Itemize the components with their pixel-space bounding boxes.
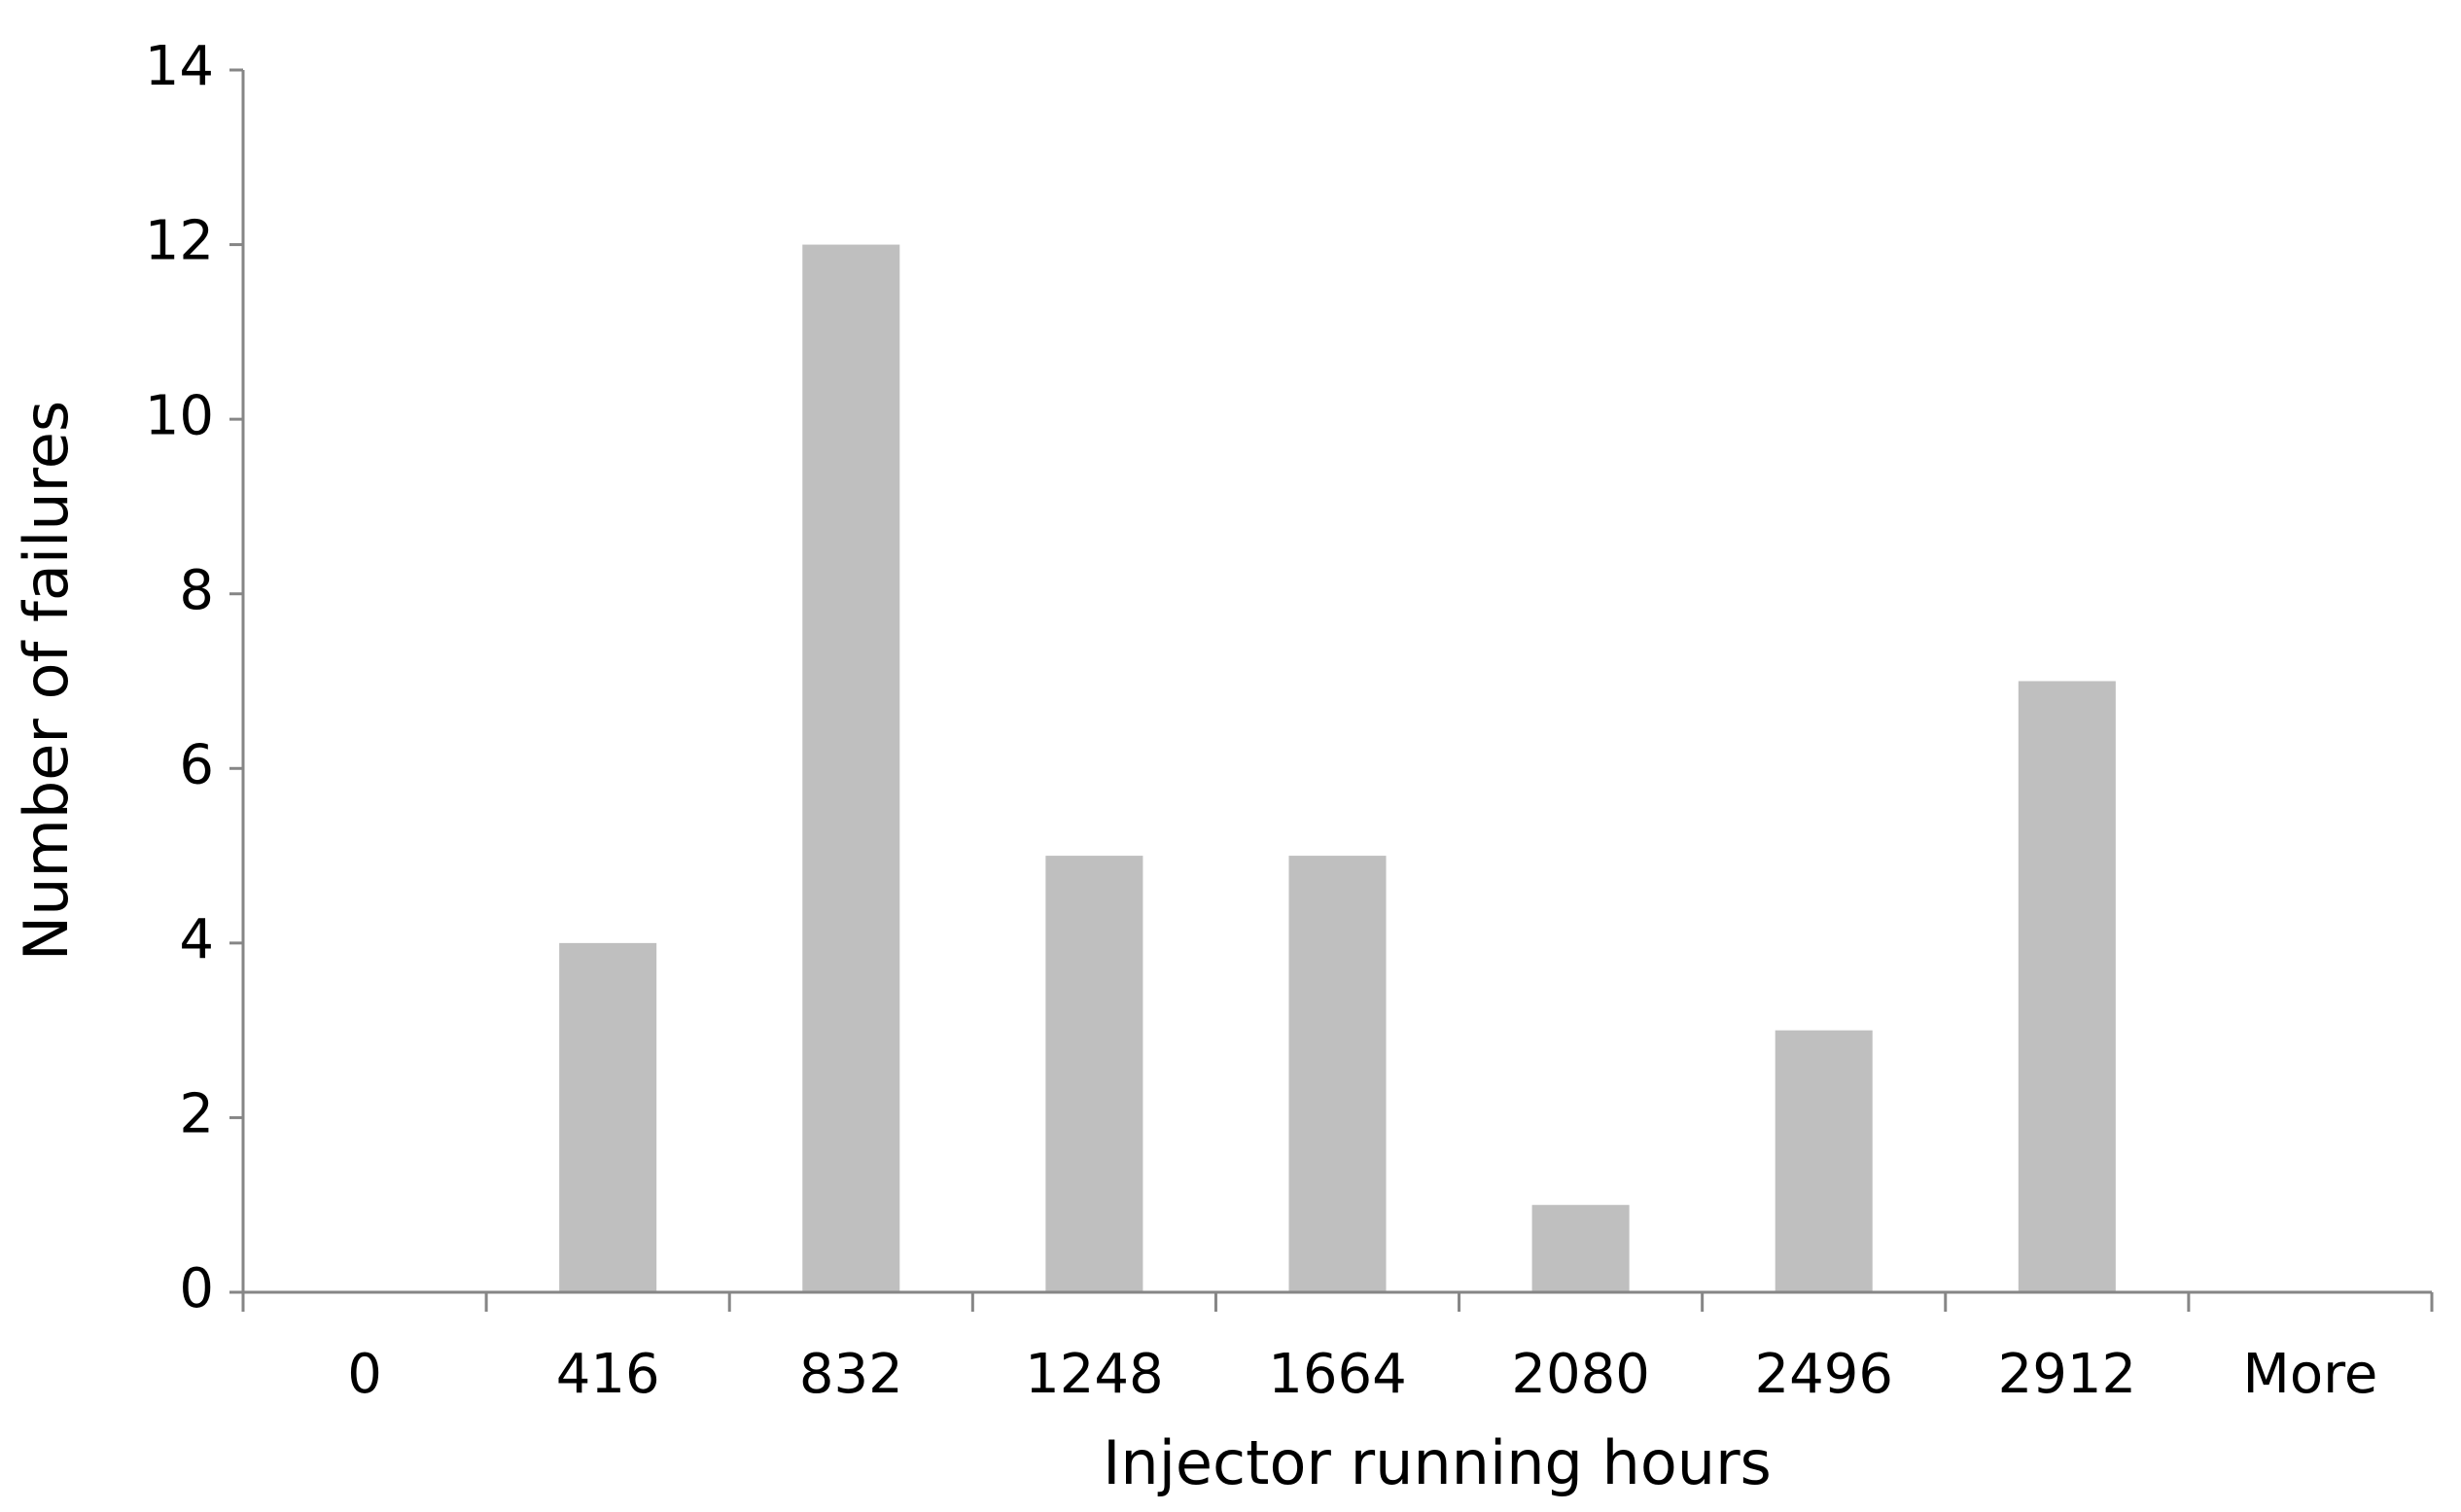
y-axis-title: Number of failures [11,401,82,961]
bar [1531,1205,1630,1292]
x-tick-label: 2080 [1511,1343,1650,1406]
x-tick-label: 1664 [1268,1343,1407,1406]
x-tick-label: More [2243,1343,2378,1406]
x-tick-label: 416 [556,1343,660,1406]
bar [802,244,900,1293]
y-tick-label: 4 [179,908,214,971]
x-tick-label: 832 [799,1343,903,1406]
bar [1288,856,1387,1292]
y-tick-label: 8 [179,559,214,622]
x-tick-label: 0 [347,1343,382,1406]
y-tick-label: 10 [145,384,214,447]
bar [2018,681,2116,1292]
y-tick-label: 2 [179,1083,214,1146]
y-tick-label: 6 [179,733,214,796]
y-tick-label: 14 [145,35,214,98]
bar [1045,856,1143,1292]
y-tick-label: 12 [145,210,214,273]
x-tick-label: 2496 [1754,1343,1893,1406]
x-tick-label: 1248 [1025,1343,1164,1406]
x-tick-label: 2912 [1998,1343,2137,1406]
bar [559,942,657,1292]
bar [1775,1030,1873,1292]
x-axis-title: Injector running hours [1103,1427,1772,1498]
y-tick-label: 0 [179,1257,214,1320]
